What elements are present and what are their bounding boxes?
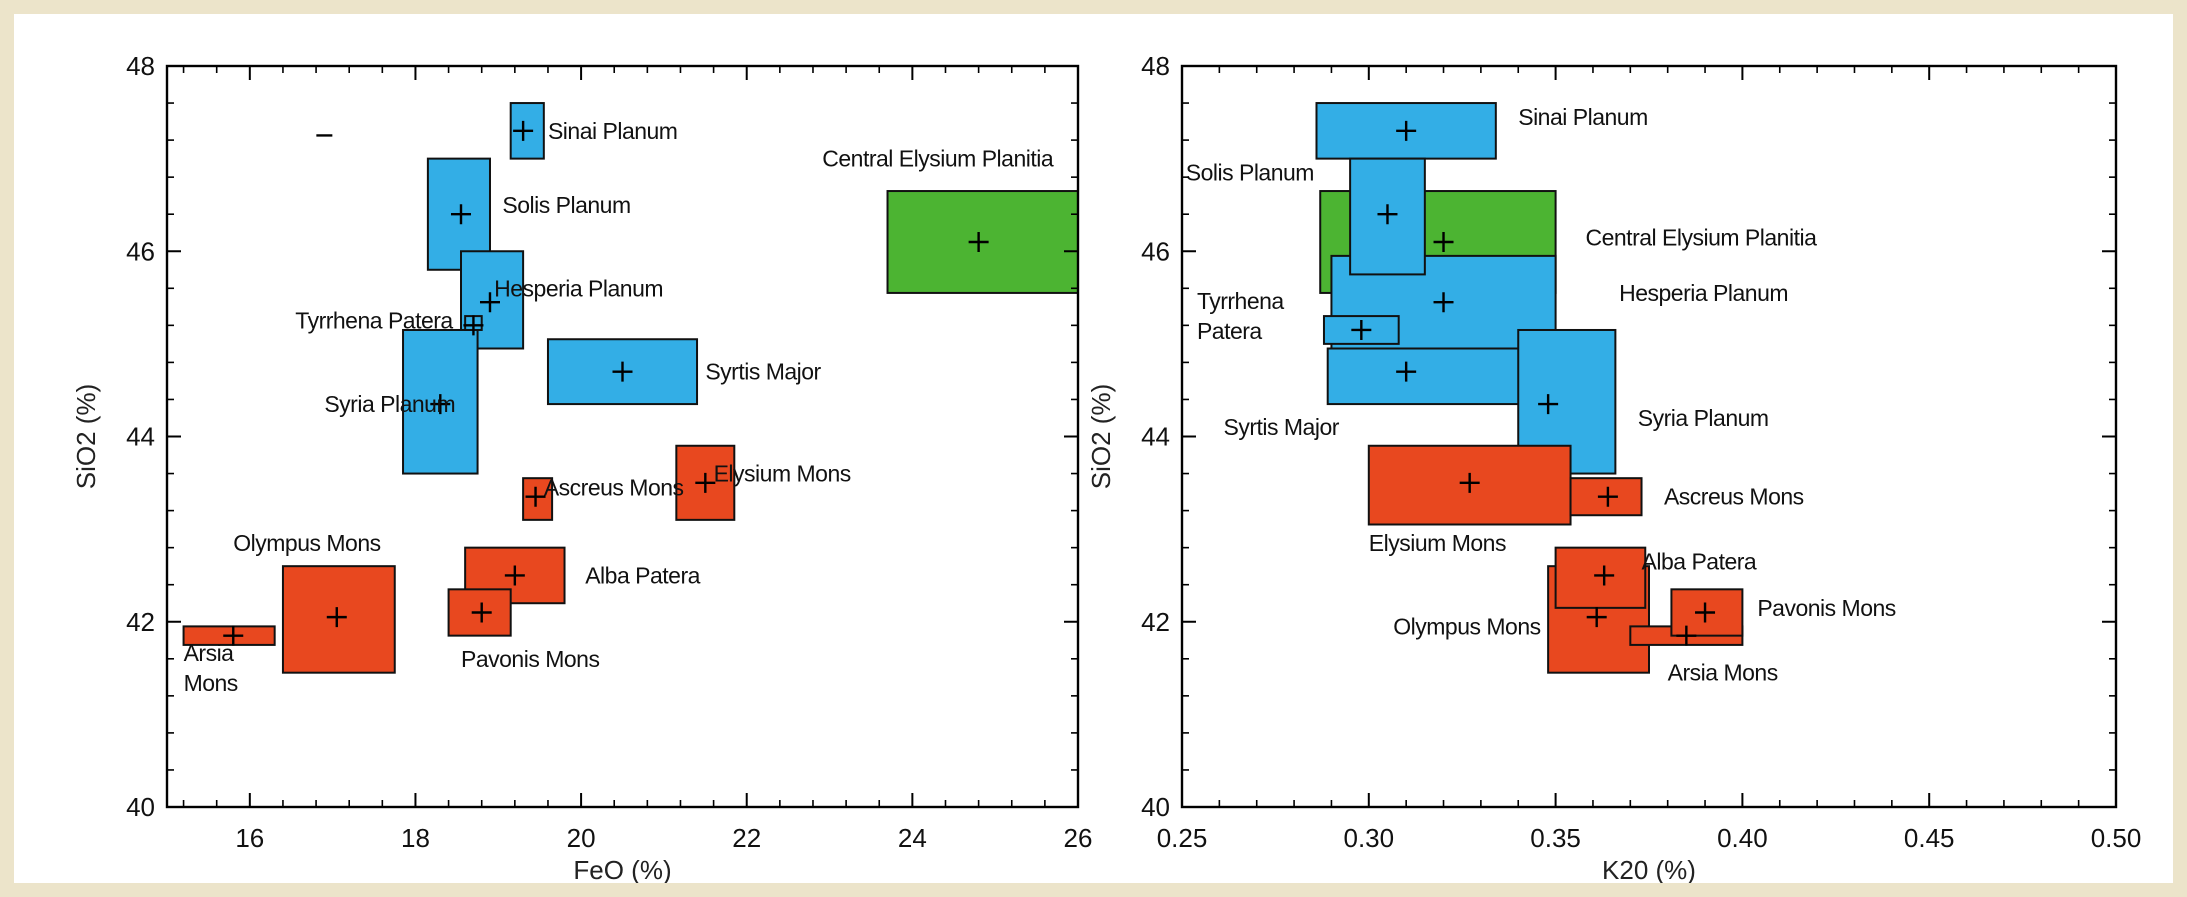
x-tick-label: 20 bbox=[567, 823, 596, 853]
y-tick-label: 42 bbox=[1141, 607, 1170, 637]
center-marker-solis-planum bbox=[451, 204, 472, 225]
x-tick-label: 0.45 bbox=[1904, 823, 1955, 853]
annotation-arsia-mons-line-1: Arsia bbox=[184, 640, 235, 666]
center-marker-tyrrhena-patera bbox=[463, 315, 484, 336]
annotation-ascreus-mons: Ascreus Mons bbox=[1664, 484, 1804, 510]
center-marker-ascreus-mons bbox=[1597, 486, 1618, 507]
annotation-olympus-mons: Olympus Mons bbox=[1393, 613, 1540, 639]
y-tick-label: 42 bbox=[126, 607, 155, 637]
annotation-central-elysium-planitia: Central Elysium Planitia bbox=[1585, 224, 1817, 250]
annotation-tyrrhena-patera-line-2: Patera bbox=[1197, 318, 1262, 344]
y-tick-label: 44 bbox=[1141, 422, 1170, 452]
annotation-syria-planum: Syria Planum bbox=[324, 391, 455, 417]
x-tick-label: 0.40 bbox=[1717, 823, 1768, 853]
center-marker-syria-planum bbox=[1538, 394, 1559, 415]
x-tick-label: 26 bbox=[1064, 823, 1093, 853]
region-box-hesperia-planum bbox=[460, 250, 525, 350]
x-tick-label: 24 bbox=[898, 823, 927, 853]
x-tick-label: 0.30 bbox=[1343, 823, 1394, 853]
y-axis-title: SiO2 (%) bbox=[71, 384, 101, 489]
chart-figure: Sinai Planum Solis Planum Hesperia Planum S… bbox=[71, 51, 2141, 883]
center-marker-alba-patera bbox=[1594, 565, 1615, 586]
region-box-alba-patera bbox=[1554, 546, 1647, 609]
annotation-ascreus-mons: Ascreus Mons bbox=[544, 474, 684, 500]
y-tick-label: 44 bbox=[126, 422, 155, 452]
annotation-sinai-planum: Sinai Planum bbox=[548, 118, 678, 144]
annotation-olympus-mons: Olympus Mons bbox=[233, 530, 380, 556]
chart-panel-1: Sinai Planum Solis Planum Hesperia Planum S… bbox=[71, 51, 1092, 883]
x-axis-title: FeO (%) bbox=[573, 855, 671, 883]
annotation-pavonis-mons: Pavonis Mons bbox=[1757, 595, 1895, 621]
plot-frame bbox=[165, 64, 1080, 809]
x-tick-label: 0.50 bbox=[2091, 823, 2142, 853]
x-tick-label: 16 bbox=[235, 823, 264, 853]
x-axis-title: K20 (%) bbox=[1602, 855, 1696, 883]
annotation-pavonis-mons: Pavonis Mons bbox=[461, 646, 599, 672]
center-marker-olympus-mons bbox=[1586, 607, 1607, 628]
annotation-tyrrhena-patera: Tyrrhena Patera bbox=[295, 308, 453, 334]
region-box-olympus-mons bbox=[281, 565, 396, 674]
center-marker-olympus-mons bbox=[326, 607, 347, 628]
center-marker-alba-patera bbox=[504, 565, 525, 586]
annotation-arsia-mons-line-2: Mons bbox=[184, 670, 238, 696]
region-box-solis-planum bbox=[1349, 157, 1426, 276]
center-marker-ascreus-mons bbox=[525, 486, 546, 507]
annotation-alba-patera: Alba Patera bbox=[1642, 549, 1757, 575]
center-marker-central-elysium-planitia bbox=[968, 231, 989, 252]
center-marker-sinai-planum bbox=[1396, 120, 1417, 141]
annotation-solis-planum: Solis Planum bbox=[1186, 160, 1314, 186]
annotation-hesperia-planum: Hesperia Planum bbox=[494, 275, 663, 301]
chart-panel-2: Central Elysium Planitia Hesperia Planum S… bbox=[1086, 51, 2141, 883]
figure-page: Sinai Planum Solis Planum Hesperia Planum S… bbox=[14, 14, 2173, 883]
center-marker-hesperia-planum bbox=[479, 292, 500, 313]
center-marker-solis-planum bbox=[1377, 204, 1398, 225]
center-marker-elysium-mons bbox=[695, 472, 716, 493]
center-marker-pavonis-mons bbox=[471, 602, 492, 623]
center-marker-central-elysium-planitia bbox=[1433, 231, 1454, 252]
x-tick-label: 18 bbox=[401, 823, 430, 853]
center-marker-tyrrhena-patera bbox=[1351, 319, 1372, 340]
annotation-elysium-mons: Elysium Mons bbox=[1369, 530, 1506, 556]
center-marker-elysium-mons bbox=[1459, 472, 1480, 493]
annotation-syrtis-major: Syrtis Major bbox=[705, 359, 821, 385]
y-tick-label: 48 bbox=[1141, 51, 1170, 81]
y-tick-label: 40 bbox=[1141, 792, 1170, 822]
center-marker-syrtis-major bbox=[612, 361, 633, 382]
y-tick-label: 40 bbox=[126, 792, 155, 822]
region-box-elysium-mons bbox=[675, 444, 736, 521]
annotation-central-elysium-planitia: Central Elysium Planitia bbox=[822, 146, 1054, 172]
y-axis-title: SiO2 (%) bbox=[1086, 384, 1116, 489]
center-marker-pavonis-mons bbox=[1695, 602, 1716, 623]
x-tick-label: 0.25 bbox=[1157, 823, 1208, 853]
x-tick-label: 22 bbox=[732, 823, 761, 853]
annotation-sinai-planum: Sinai Planum bbox=[1518, 104, 1648, 130]
center-marker-hesperia-planum bbox=[1433, 292, 1454, 313]
x-tick-label: 0.35 bbox=[1530, 823, 1581, 853]
annotation-arsia-mons: Arsia Mons bbox=[1668, 660, 1778, 686]
center-marker-sinai-planum bbox=[513, 120, 534, 141]
region-box-ascreus-mons bbox=[522, 477, 554, 521]
y-tick-label: 48 bbox=[126, 51, 155, 81]
y-tick-label: 46 bbox=[1141, 236, 1170, 266]
annotation-solis-planum: Solis Planum bbox=[502, 192, 630, 218]
center-marker-syria-planum bbox=[430, 394, 451, 415]
annotation-elysium-mons: Elysium Mons bbox=[714, 461, 851, 487]
center-marker-arsia-mons bbox=[223, 625, 244, 646]
annotation-syrtis-major: Syrtis Major bbox=[1224, 414, 1340, 440]
center-marker-syrtis-major bbox=[1396, 361, 1417, 382]
annotation-hesperia-planum: Hesperia Planum bbox=[1619, 280, 1788, 306]
annotation-syria-planum: Syria Planum bbox=[1638, 405, 1769, 431]
y-tick-label: 46 bbox=[126, 236, 155, 266]
annotation-alba-patera: Alba Patera bbox=[585, 562, 700, 588]
center-marker-arsia-mons bbox=[1676, 625, 1697, 646]
annotation-tyrrhena-patera-line-1: Tyrrhena bbox=[1197, 288, 1284, 314]
region-box-syrtis-major bbox=[1326, 347, 1538, 406]
